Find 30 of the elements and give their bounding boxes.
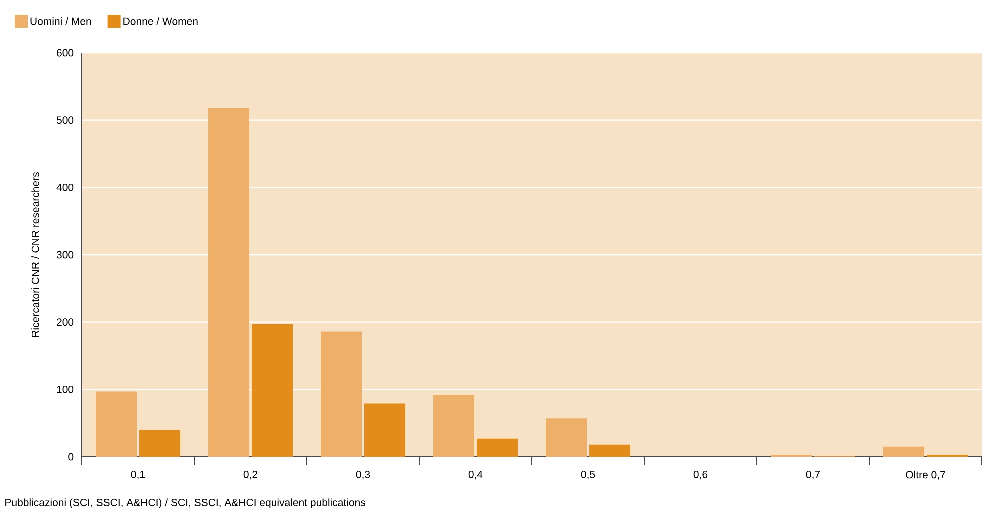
bar <box>477 438 518 457</box>
bar <box>96 392 137 457</box>
bar <box>208 108 250 457</box>
x-tick-label: 0,2 <box>244 470 258 480</box>
legend-label: Donne / Women <box>124 18 198 26</box>
bar <box>321 332 362 457</box>
bar <box>140 430 180 457</box>
y-tick-label: 200 <box>57 318 74 326</box>
legend-label: Uomini / Men <box>30 18 92 26</box>
y-tick-label: 600 <box>57 49 74 57</box>
x-tick-label: 0,1 <box>131 470 146 480</box>
x-tick-label: 0,3 <box>356 470 370 480</box>
x-axis-title: Pubblicazioni (SCI, SSCI, A&HCI) / SCI, SSCI, A&HCI equivalent publications <box>6 498 366 508</box>
x-tick-label: 0,6 <box>694 470 708 480</box>
bar <box>884 446 925 457</box>
y-axis-title: Ricercatori CNR / CNR researchers <box>32 172 40 337</box>
bar <box>590 444 631 457</box>
bar <box>546 418 588 457</box>
y-tick-label: 500 <box>56 116 74 124</box>
y-tick-label: 0 <box>68 453 74 461</box>
y-tick-label: 400 <box>56 184 74 192</box>
x-tick-label: Oltre 0,7 <box>906 470 946 480</box>
y-tick-label: 300 <box>56 251 74 259</box>
bar <box>252 324 293 457</box>
bar <box>364 404 406 457</box>
y-tick-label: 100 <box>57 386 74 394</box>
x-tick-label: 0,7 <box>806 470 820 480</box>
x-tick-label: 0,4 <box>468 470 483 480</box>
bar <box>434 395 475 457</box>
x-tick-label: 0,5 <box>581 470 596 480</box>
